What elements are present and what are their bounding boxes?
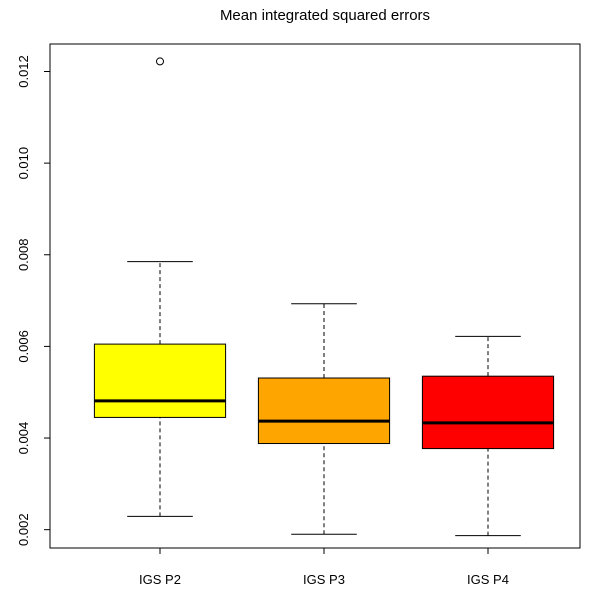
y-tick-label: 0.008 <box>16 238 31 271</box>
plot-frame <box>49 43 581 549</box>
outlier-point <box>156 57 164 66</box>
box-iqr <box>257 377 391 445</box>
y-tick-label: 0.010 <box>16 147 31 180</box>
box-igs-p4 <box>421 335 555 537</box>
boxes <box>93 57 555 537</box>
box-igs-p2 <box>93 57 227 517</box>
box-iqr <box>421 375 555 450</box>
y-axis: 0.002 0.004 0.006 0.008 0.010 0.012 <box>16 55 51 546</box>
y-tick-label: 0.002 <box>16 513 31 546</box>
y-tick-label: 0.004 <box>16 422 31 455</box>
x-tick-label: IGS P4 <box>467 572 509 587</box>
x-axis: IGS P2 IGS P3 IGS P4 <box>139 547 509 587</box>
y-tick-label: 0.012 <box>16 55 31 88</box>
box-igs-p3 <box>257 303 391 535</box>
x-tick-label: IGS P3 <box>303 572 345 587</box>
x-tick-label: IGS P2 <box>139 572 181 587</box>
y-tick-label: 0.006 <box>16 330 31 363</box>
chart-title: Mean integrated squared errors <box>220 7 430 24</box>
box-iqr <box>93 343 227 418</box>
